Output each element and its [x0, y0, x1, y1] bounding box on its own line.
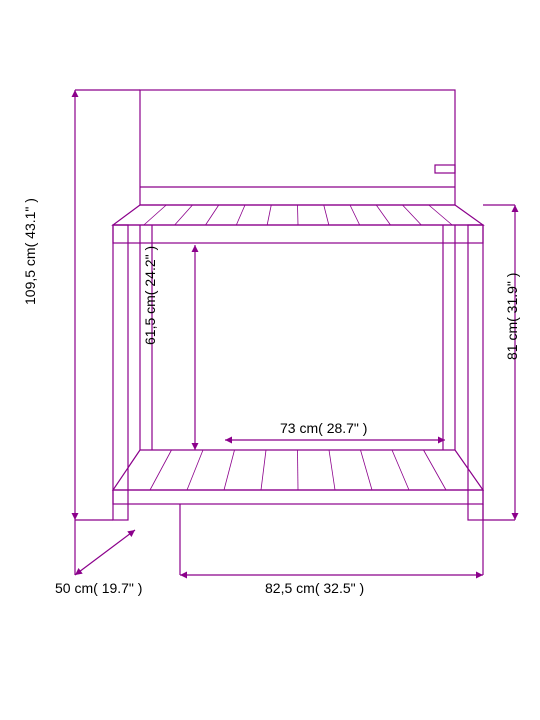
dimension-diagram — [0, 0, 540, 720]
worktop-height-in: 31.9" — [504, 281, 520, 313]
label-width: 82,5 cm( 32.5" ) — [265, 580, 364, 596]
width-cm: 82,5 cm — [265, 580, 315, 596]
label-height-total: 109,5 cm( 43.1" ) — [22, 198, 38, 305]
label-inner-width: 73 cm( 28.7" ) — [280, 420, 367, 436]
height-total-in: 43.1" — [22, 207, 38, 239]
label-depth: 50 cm( 19.7" ) — [55, 580, 142, 596]
height-total-cm: 109,5 cm — [22, 247, 38, 305]
inner-width-cm: 73 cm — [280, 420, 318, 436]
inner-width-in: 28.7" — [327, 420, 359, 436]
worktop-height-cm: 81 cm — [504, 322, 520, 360]
width-in: 32.5" — [323, 580, 355, 596]
clearance-cm: 61,5 cm — [142, 295, 158, 345]
clearance-in: 24.2" — [142, 254, 158, 286]
depth-cm: 50 cm — [55, 580, 93, 596]
label-worktop-height: 81 cm( 31.9" ) — [504, 273, 520, 360]
label-clearance: 61,5 cm( 24.2" ) — [142, 246, 158, 345]
depth-in: 19.7" — [102, 580, 134, 596]
